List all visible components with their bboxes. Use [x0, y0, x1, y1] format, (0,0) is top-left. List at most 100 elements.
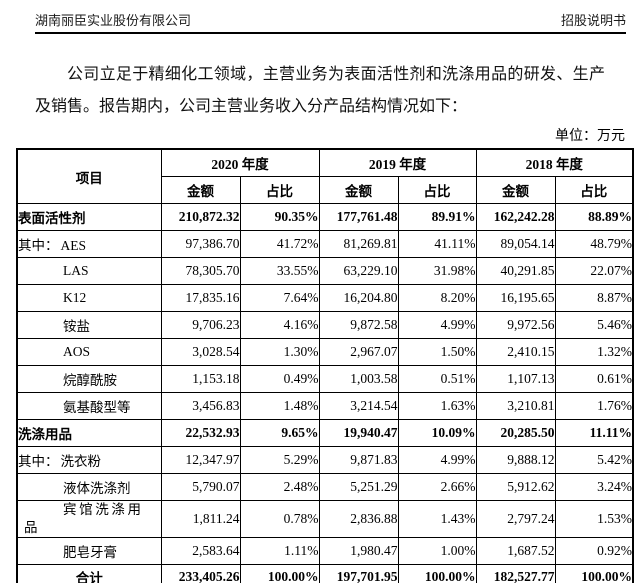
table-row: 其中： 洗衣粉 12,347.97 5.29% 9,871.83 4.99% 9,888.1… — [16, 446, 634, 474]
amount-cell: 5,251.29 — [318, 473, 399, 501]
amount-cell: 2,797.24 — [475, 500, 556, 538]
ratio-cell: 8.20% — [397, 284, 477, 312]
row-item-prefix: 其中： — [18, 454, 59, 469]
row-item-cell: 铵盐 — [16, 311, 162, 339]
row-item-label: 洗涤用品 — [18, 427, 72, 442]
ratio-cell: 1.30% — [239, 338, 320, 366]
amount-cell: 19,940.47 — [318, 419, 399, 447]
table-header-row-years: 项目 2020 年度 2019 年度 2018 年度 — [16, 148, 634, 204]
ratio-cell: 4.16% — [239, 311, 320, 339]
ratio-cell: 90.35% — [239, 203, 320, 231]
amount-cell: 9,871.83 — [318, 446, 399, 474]
ratio-cell: 1.76% — [554, 392, 634, 420]
ratio-cell: 2.66% — [397, 473, 477, 501]
table-row: 肥皂牙膏 2,583.64 1.11% 1,980.47 1.00% 1,687.52 0.… — [16, 537, 634, 565]
row-item-label: 宾馆洗涤用品 — [24, 502, 141, 535]
amount-cell: 162,242.28 — [475, 203, 556, 231]
ratio-cell: 88.89% — [554, 203, 634, 231]
row-item-cell: 液体洗涤剂 — [16, 473, 162, 501]
table-row: 洗涤用品 22,532.93 9.65% 19,940.47 10.09% 20,285.… — [16, 419, 634, 447]
table-row: 烷醇酰胺 1,153.18 0.49% 1,003.58 0.51% 1,107.13 0.… — [16, 365, 634, 393]
table-header-row-measures: 金额 占比 金额 占比 金额 占比 — [17, 176, 634, 204]
ratio-cell: 7.64% — [239, 284, 320, 312]
row-item-label: 液体洗涤剂 — [63, 481, 131, 496]
company-name: 湖南丽臣实业股份有限公司 — [35, 13, 192, 28]
ratio-cell: 2.48% — [239, 473, 320, 501]
col-header-year-2020: 2020 年度 — [160, 148, 320, 177]
ratio-cell: 3.24% — [554, 473, 634, 501]
amount-cell: 9,706.23 — [160, 311, 241, 339]
ratio-cell: 4.99% — [397, 446, 477, 474]
amount-cell: 5,912.62 — [475, 473, 556, 501]
amount-cell: 1,687.52 — [475, 537, 556, 565]
amount-cell: 2,967.07 — [318, 338, 399, 366]
ratio-cell: 33.55% — [239, 257, 320, 285]
ratio-cell: 100.00% — [239, 564, 320, 583]
amount-cell: 16,204.80 — [318, 284, 399, 312]
row-item-prefix: 其中： — [18, 238, 59, 253]
doc-type-label: 招股说明书 — [560, 13, 626, 28]
col-header-item: 项目 — [16, 148, 162, 204]
ratio-cell: 5.42% — [554, 446, 634, 474]
table-row: 其中： AES 97,386.70 41.72% 81,269.81 41.11% 89,0… — [16, 230, 634, 258]
row-item-label: 氨基酸型等 — [63, 400, 131, 415]
ratio-cell: 0.51% — [397, 365, 477, 393]
ratio-cell: 41.11% — [397, 230, 477, 258]
row-item-cell: 其中： 洗衣粉 — [16, 446, 162, 474]
col-header-amount-2018: 金额 — [475, 176, 556, 204]
row-item-cell: 其中： AES — [16, 230, 162, 258]
row-item-cell: 合计 — [16, 564, 162, 583]
ratio-cell: 1.48% — [239, 392, 320, 420]
amount-cell: 2,836.88 — [318, 500, 399, 538]
amount-cell: 3,214.54 — [318, 392, 399, 420]
ratio-cell: 31.98% — [397, 257, 477, 285]
row-item-cell: 表面活性剂 — [16, 203, 162, 231]
row-item-cell: 氨基酸型等 — [16, 392, 162, 420]
amount-cell: 1,980.47 — [318, 537, 399, 565]
amount-cell: 233,405.26 — [160, 564, 241, 583]
amount-cell: 81,269.81 — [318, 230, 399, 258]
row-item-label: LAS — [63, 263, 89, 278]
table-row: LAS 78,305.70 33.55% 63,229.10 31.98% 40,291.… — [16, 257, 634, 285]
ratio-cell: 9.65% — [239, 419, 320, 447]
unit-note: 单位：万元 — [555, 129, 625, 144]
amount-cell: 182,527.77 — [475, 564, 556, 583]
amount-cell: 9,972.56 — [475, 311, 556, 339]
ratio-cell: 0.78% — [239, 500, 320, 538]
row-item-label: 表面活性剂 — [18, 211, 86, 226]
page-header: 湖南丽臣实业股份有限公司 招股说明书 — [35, 10, 626, 34]
amount-cell: 2,410.15 — [475, 338, 556, 366]
document-page: 湖南丽臣实业股份有限公司 招股说明书 公司立足于精细化工领域，主营业务为表面活性… — [0, 10, 639, 583]
ratio-cell: 48.79% — [554, 230, 634, 258]
ratio-cell: 89.91% — [397, 203, 477, 231]
amount-cell: 197,701.95 — [318, 564, 399, 583]
amount-cell: 1,153.18 — [160, 365, 241, 393]
row-item-cell: 烷醇酰胺 — [16, 365, 162, 393]
col-header-ratio-2018: 占比 — [554, 176, 634, 204]
row-item-label: 合计 — [75, 571, 103, 583]
amount-cell: 17,835.16 — [160, 284, 241, 312]
amount-cell: 5,790.07 — [160, 473, 241, 501]
amount-cell: 16,195.65 — [475, 284, 556, 312]
row-item-label: K12 — [63, 290, 87, 305]
revenue-by-product-table: 项目 2020 年度 2019 年度 2018 年度 金额 占比 金额 占比 金… — [16, 148, 634, 583]
ratio-cell: 100.00% — [397, 564, 477, 583]
table-row: 宾馆洗涤用品 1,811.24 0.78% 2,836.88 1.43% 2,797.24… — [16, 500, 634, 538]
intro-paragraph: 公司立足于精细化工领域，主营业务为表面活性剂和洗涤用品的研发、生产及销售。报告期… — [35, 66, 605, 115]
amount-cell: 89,054.14 — [475, 230, 556, 258]
col-header-year-2018: 2018 年度 — [475, 148, 634, 177]
ratio-cell: 10.09% — [397, 419, 477, 447]
amount-cell: 1,003.58 — [318, 365, 399, 393]
row-item-cell: 肥皂牙膏 — [16, 537, 162, 565]
ratio-cell: 1.63% — [397, 392, 477, 420]
row-item-label: 铵盐 — [63, 319, 90, 334]
ratio-cell: 41.72% — [239, 230, 320, 258]
ratio-cell: 22.07% — [554, 257, 634, 285]
ratio-cell: 5.29% — [239, 446, 320, 474]
row-item-label: 烷醇酰胺 — [63, 373, 117, 388]
row-item-cell: LAS — [16, 257, 162, 285]
ratio-cell: 1.00% — [397, 537, 477, 565]
table-row: 铵盐 9,706.23 4.16% 9,872.58 4.99% 9,972.56 5.46… — [16, 311, 634, 339]
amount-cell: 1,107.13 — [475, 365, 556, 393]
row-item-cell: AOS — [16, 338, 162, 366]
